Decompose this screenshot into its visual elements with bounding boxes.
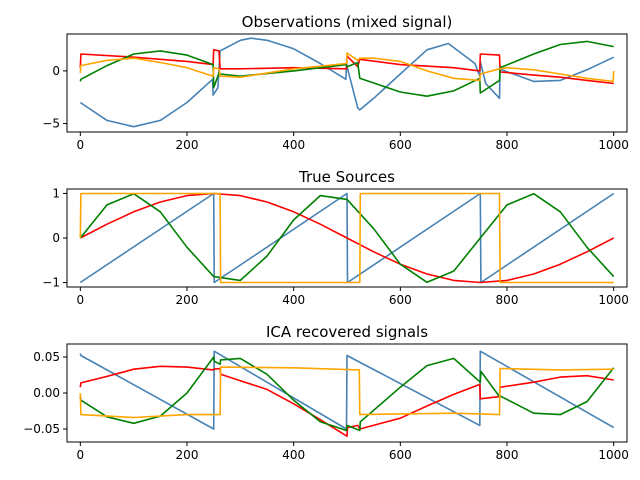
plot-frame [66,33,628,133]
series-group [79,192,615,284]
chart-title: ICA recovered signals [266,323,428,341]
y-tick-label: 0.05 [33,350,60,364]
x-tick-label: 200 [176,448,199,462]
x-tick-label: 0 [77,293,85,307]
series-line-2 [79,192,615,284]
x-tick-label: 400 [282,138,305,152]
x-tick-label: 400 [282,293,305,307]
x-tick-label: 800 [496,293,519,307]
chart-panel-2: True Sources 0 200 400 600 800 1000 1 0 −1 [42,168,629,307]
series-line-4 [79,192,614,284]
x-tick-label: 1000 [598,138,629,152]
series-line-4 [79,366,614,419]
y-tick-label: 0.00 [33,386,60,400]
x-tick-label: 200 [176,138,199,152]
series-group [79,37,615,128]
chart-panel-1: Observations (mixed signal) 0 200 400 600 800… [42,13,629,152]
x-tick-label: 600 [389,448,412,462]
x-tick-label: 200 [176,293,199,307]
y-tick-label: −1 [42,276,60,290]
y-tick-label: 0 [52,64,60,78]
x-tick-label: 600 [389,293,412,307]
series-line-3 [79,192,615,284]
x-tick-label: 400 [282,448,305,462]
series-group [79,350,615,437]
x-tick-label: 800 [496,138,519,152]
y-tick-label: 1 [52,186,60,200]
series-line-2 [79,49,614,85]
series-line-4 [79,52,615,83]
y-tick-label: −5 [42,117,60,131]
y-tick-label: 0 [52,231,60,245]
x-tick-label: 1000 [598,293,629,307]
x-tick-label: 0 [77,448,85,462]
x-tick-label: 0 [77,138,85,152]
chart-title: True Sources [298,168,395,186]
series-line-3 [79,40,614,97]
series-line-1 [79,350,615,430]
x-tick-label: 800 [496,448,519,462]
y-tick-label: −0.05 [23,422,60,436]
x-tick-label: 1000 [598,448,629,462]
chart-title: Observations (mixed signal) [242,13,453,31]
x-tick-label: 600 [389,138,412,152]
chart-panel-3: ICA recovered signals 0 200 400 600 800 1000 0.… [23,323,629,462]
